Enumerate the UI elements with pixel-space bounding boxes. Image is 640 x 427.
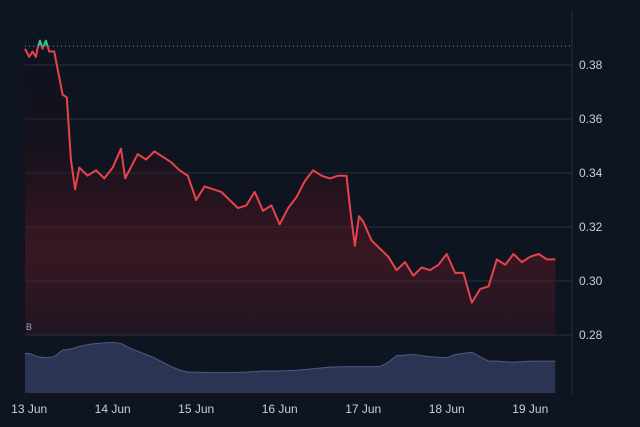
x-tick-label: 15 Jun [178, 402, 214, 416]
x-tick-label: 17 Jun [345, 402, 381, 416]
price-line-below-baseline [24, 46, 556, 304]
volume-label: B [26, 322, 32, 332]
x-tick-label: 13 Jun [11, 402, 47, 416]
x-tick-label: 19 Jun [512, 402, 548, 416]
y-tick-label: 0.32 [579, 220, 603, 234]
price-line [24, 39, 556, 304]
y-axis: 0.38 0.36 0.34 0.32 0.30 0.28 [579, 58, 603, 342]
x-tick-label: 18 Jun [429, 402, 465, 416]
x-tick-label: 14 Jun [95, 402, 131, 416]
price-area-fill [25, 40, 556, 335]
y-tick-label: 0.38 [579, 58, 603, 72]
y-tick-label: 0.36 [579, 112, 603, 126]
y-tick-label: 0.28 [579, 328, 603, 342]
y-tick-label: 0.30 [579, 274, 603, 288]
volume-area [25, 341, 556, 393]
price-area [25, 40, 556, 335]
volume-line [25, 341, 556, 374]
x-tick-label: 16 Jun [262, 402, 298, 416]
y-tick-label: 0.34 [579, 166, 603, 180]
volume-fill [25, 342, 556, 393]
x-axis: 13 Jun 14 Jun 15 Jun 16 Jun 17 Jun 18 Jun 19 J… [11, 402, 548, 416]
